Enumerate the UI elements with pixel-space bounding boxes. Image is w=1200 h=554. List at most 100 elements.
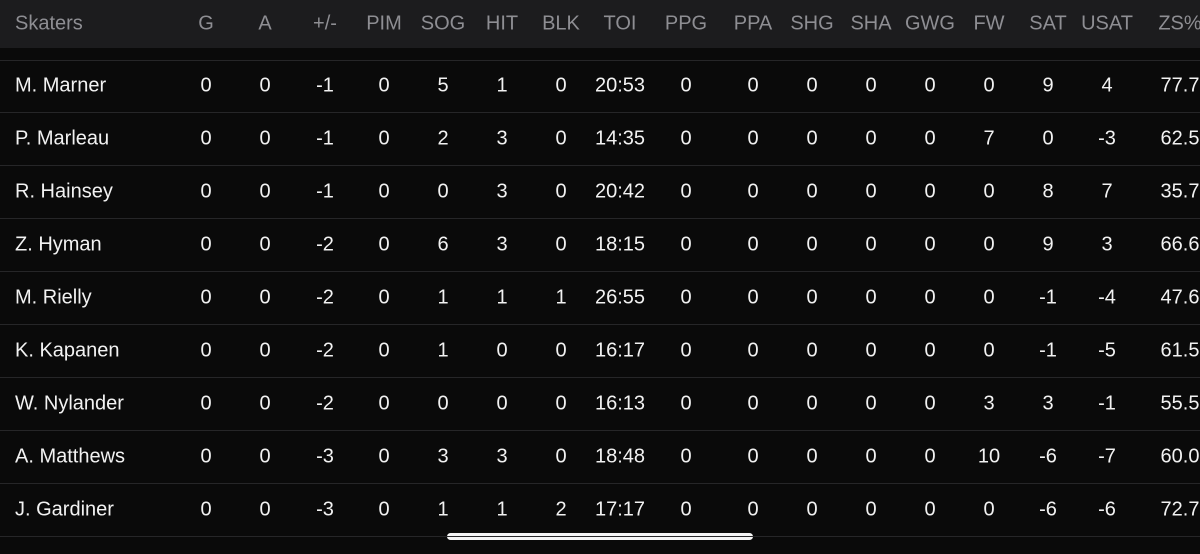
- stat-cell: 0: [924, 392, 936, 415]
- stat-cell: 0: [378, 392, 390, 415]
- stat-cell: 0: [378, 498, 390, 521]
- column-header: PIM: [366, 12, 402, 35]
- stat-cell: -1: [1039, 286, 1057, 309]
- stat-cell: 3: [496, 233, 508, 256]
- stat-cell: -6: [1039, 445, 1057, 468]
- column-header: +/-: [313, 12, 337, 35]
- stat-cell: -1: [316, 180, 334, 203]
- stat-cell: 0: [747, 445, 759, 468]
- stat-cell: 0: [378, 74, 390, 97]
- stat-cell: 8: [1042, 180, 1054, 203]
- stat-cell: 0: [680, 445, 692, 468]
- stat-cell: 0: [680, 127, 692, 150]
- stat-cell: 0: [200, 127, 212, 150]
- stat-cell: 0: [680, 339, 692, 362]
- stat-cell: 0: [747, 233, 759, 256]
- stat-cell: 55.5: [1160, 392, 1200, 415]
- stat-cell: 0: [865, 286, 877, 309]
- column-header: SHA: [850, 12, 892, 35]
- stat-cell: -1: [1098, 392, 1116, 415]
- stat-cell: 26:55: [594, 286, 646, 309]
- row-separator: [0, 60, 1200, 61]
- stat-cell: 0: [200, 498, 212, 521]
- stat-cell: 0: [865, 339, 877, 362]
- stat-cell: 9: [1042, 233, 1054, 256]
- stat-cell: 1: [437, 498, 449, 521]
- stat-cell: 0: [437, 180, 449, 203]
- stat-cell: -3: [1098, 127, 1116, 150]
- column-header: BLK: [542, 12, 580, 35]
- stat-cell: 16:13: [594, 392, 646, 415]
- stat-cell: 0: [378, 180, 390, 203]
- stat-cell: 0: [865, 445, 877, 468]
- stat-cell: 0: [200, 286, 212, 309]
- column-header: HIT: [485, 12, 519, 35]
- row-separator: [0, 324, 1200, 325]
- stat-cell: 0: [747, 339, 759, 362]
- column-header: SOG: [420, 12, 466, 35]
- stat-cell: 0: [806, 127, 818, 150]
- stat-cell: 0: [806, 498, 818, 521]
- stat-cell: 0: [378, 445, 390, 468]
- stat-cell: 1: [496, 74, 508, 97]
- stat-cell: 0: [259, 392, 271, 415]
- column-header: Skaters: [15, 12, 83, 35]
- stat-cell: 0: [865, 127, 877, 150]
- stat-cell: 0: [378, 339, 390, 362]
- stat-cell: 0: [200, 445, 212, 468]
- stat-cell: 0: [924, 233, 936, 256]
- stat-cell: 0: [747, 286, 759, 309]
- stat-cell: 0: [200, 180, 212, 203]
- row-separator: [0, 112, 1200, 113]
- stat-cell: -6: [1098, 498, 1116, 521]
- stat-cell: 0: [924, 498, 936, 521]
- stat-cell: 0: [555, 74, 567, 97]
- stat-cell: 77.7: [1160, 74, 1200, 97]
- column-header: GWG: [905, 12, 955, 35]
- stat-cell: 0: [259, 498, 271, 521]
- stat-cell: 0: [983, 498, 995, 521]
- stat-cell: 1: [496, 498, 508, 521]
- stat-cell: 0: [680, 392, 692, 415]
- header-bar: [0, 0, 1200, 48]
- stat-cell: 0: [747, 392, 759, 415]
- stat-cell: 62.5: [1160, 127, 1200, 150]
- stat-cell: 0: [555, 339, 567, 362]
- stat-cell: 0: [259, 180, 271, 203]
- player-name: A. Matthews: [15, 445, 126, 468]
- row-separator: [0, 483, 1200, 484]
- stat-cell: 35.7: [1160, 180, 1200, 203]
- stat-cell: 0: [747, 127, 759, 150]
- player-name: J. Gardiner: [15, 498, 114, 521]
- row-separator: [0, 218, 1200, 219]
- stat-cell: 7: [983, 127, 995, 150]
- stat-cell: -1: [316, 74, 334, 97]
- stat-cell: -3: [316, 498, 334, 521]
- stat-cell: 0: [747, 180, 759, 203]
- column-header: PPG: [664, 12, 708, 35]
- stat-cell: 0: [865, 498, 877, 521]
- stat-cell: 0: [555, 445, 567, 468]
- stat-cell: 0: [259, 339, 271, 362]
- stat-cell: -7: [1098, 445, 1116, 468]
- stat-cell: 1: [437, 339, 449, 362]
- stat-cell: 0: [806, 445, 818, 468]
- stat-cell: 0: [259, 233, 271, 256]
- stat-cell: -1: [316, 127, 334, 150]
- stat-cell: 0: [680, 180, 692, 203]
- stat-cell: 0: [924, 127, 936, 150]
- stat-cell: 3: [1042, 392, 1054, 415]
- column-header: A: [258, 12, 272, 35]
- stat-cell: 66.6: [1160, 233, 1200, 256]
- stat-cell: 0: [806, 339, 818, 362]
- stat-cell: 0: [806, 74, 818, 97]
- stat-cell: 0: [865, 74, 877, 97]
- stat-cell: 3: [496, 180, 508, 203]
- stat-cell: 0: [200, 392, 212, 415]
- stat-cell: 0: [1042, 127, 1054, 150]
- stat-cell: 0: [555, 233, 567, 256]
- stat-cell: -4: [1098, 286, 1116, 309]
- stat-cell: 0: [983, 180, 995, 203]
- stat-cell: 0: [924, 339, 936, 362]
